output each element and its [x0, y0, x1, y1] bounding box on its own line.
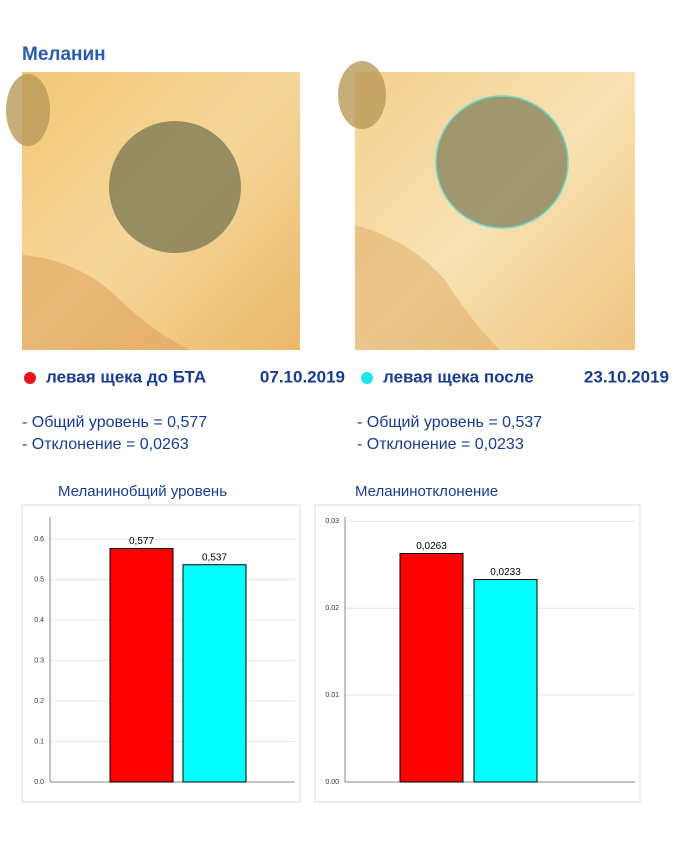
- value-label: 0,0263: [416, 541, 447, 552]
- y-tick-label: 0.02: [325, 605, 339, 612]
- y-tick-label: 0.3: [34, 657, 44, 664]
- title: Меланин: [22, 44, 106, 65]
- y-tick-label: 0.4: [34, 617, 44, 624]
- value-label: 0,577: [129, 536, 154, 547]
- sample-date: 07.10.2019: [260, 367, 345, 386]
- photo-after: [338, 61, 635, 350]
- stat-line: - Общий уровень = 0,537: [357, 414, 542, 431]
- sample-label: левая щека после: [383, 367, 534, 386]
- value-label: 0,0233: [490, 567, 521, 578]
- stat-line: - Общий уровень = 0,577: [22, 414, 207, 431]
- chart-title: Меланинобщий уровень: [58, 483, 227, 500]
- stat-line: - Отклонение = 0,0233: [357, 436, 524, 453]
- legend-dot: [361, 372, 373, 384]
- chart-frame: [314, 504, 641, 803]
- bar: [399, 552, 464, 783]
- sample-date: 23.10.2019: [584, 367, 669, 386]
- y-tick-label: 0.6: [34, 536, 44, 543]
- chart-title: Меланинотклонение: [355, 483, 498, 500]
- value-label: 0,537: [202, 552, 227, 563]
- y-tick-label: 0.2: [34, 698, 44, 705]
- bar: [473, 579, 538, 783]
- stat-line: - Отклонение = 0,0263: [22, 436, 189, 453]
- photo-before: [6, 72, 300, 350]
- sample-label: левая щека до БТА: [46, 367, 206, 386]
- y-tick-label: 0.01: [325, 692, 339, 699]
- y-tick-label: 0.03: [325, 518, 339, 525]
- y-tick-label: 0.1: [34, 738, 44, 745]
- legend-dot: [24, 372, 36, 384]
- bar: [182, 564, 247, 783]
- bar: [109, 548, 174, 783]
- y-tick-label: 0.0: [34, 779, 44, 786]
- y-tick-label: 0.00: [325, 779, 339, 786]
- chart-frame: [21, 504, 301, 803]
- y-tick-label: 0.5: [34, 577, 44, 584]
